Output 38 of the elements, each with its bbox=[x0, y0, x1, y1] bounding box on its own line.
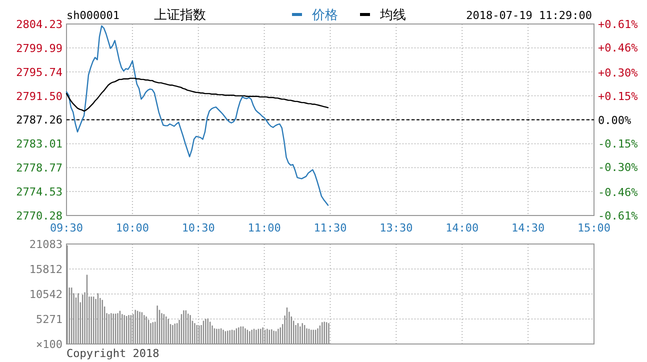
text: 2018-07-19 11:29:00 bbox=[466, 9, 592, 22]
text: Copyright 2018 bbox=[66, 347, 160, 360]
y-tick-label: 2778.77 bbox=[16, 162, 62, 175]
y2-tick-label: -0.15% bbox=[598, 137, 638, 150]
y-tick-label: 2804.23 bbox=[16, 18, 62, 31]
x-tick-label: 10:30 bbox=[182, 222, 215, 234]
chart-subtitle: sh000001 bbox=[66, 9, 120, 22]
legend-label: 价格 bbox=[311, 7, 338, 22]
y-axis-title: ×100 bbox=[36, 338, 62, 351]
y-tick-label: 2783.01 bbox=[16, 138, 62, 151]
legend-label: 均线 bbox=[379, 7, 406, 22]
x-tick-label: 10:00 bbox=[116, 222, 149, 234]
y-tick-label: 5271 bbox=[36, 313, 62, 326]
x-tick-label: 11:00 bbox=[248, 222, 281, 234]
x-tick-label: 13:30 bbox=[380, 222, 413, 234]
x-tick-label: 14:30 bbox=[512, 222, 545, 234]
x-tick-label: 14:00 bbox=[446, 222, 479, 234]
y2-tick-label: +0.15% bbox=[598, 90, 638, 104]
y-tick-label: 10542 bbox=[29, 288, 62, 301]
y2-tick-label: 0.00% bbox=[598, 114, 632, 127]
y-tick-label: 21083 bbox=[29, 238, 62, 251]
y-tick-label: 15812 bbox=[29, 263, 62, 276]
y-tick-label: 2770.28 bbox=[16, 210, 62, 222]
y2-tick-label: -0.46% bbox=[598, 186, 638, 199]
y2-tick-label: +0.30% bbox=[598, 66, 638, 80]
y-tick-label: 2799.99 bbox=[16, 42, 62, 55]
chart-title: 上证指数 bbox=[154, 7, 206, 22]
y2-tick-label: +0.46% bbox=[598, 42, 638, 55]
y2-tick-label: +0.61% bbox=[598, 18, 638, 31]
y-tick-label: 2795.74 bbox=[16, 66, 63, 79]
y2-tick-label: -0.30% bbox=[598, 160, 638, 174]
x-tick-label: 11:30 bbox=[314, 222, 347, 234]
y2-tick-label: -0.61% bbox=[598, 210, 638, 222]
y-tick-label: 2787.26 bbox=[16, 114, 62, 127]
x-tick-label: 09:30 bbox=[50, 222, 84, 234]
x-tick-label: 15:00 bbox=[577, 222, 611, 234]
y-tick-label: 2774.53 bbox=[16, 186, 62, 199]
y-tick-label: 2791.50 bbox=[16, 90, 62, 103]
